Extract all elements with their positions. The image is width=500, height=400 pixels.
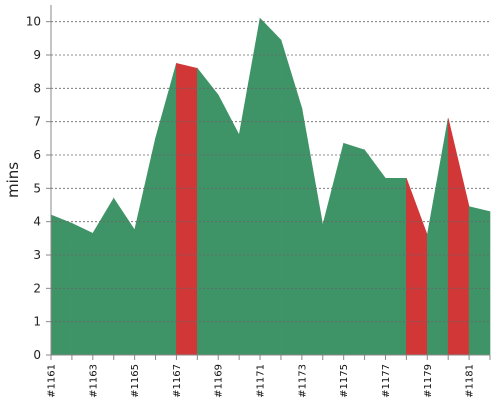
area-segment — [217, 94, 240, 356]
y-tick-label: 7 — [33, 115, 41, 129]
area-segment — [50, 214, 73, 356]
y-tick-label: 3 — [33, 248, 41, 262]
area-segment — [426, 118, 449, 356]
y-tick-label: 0 — [33, 348, 41, 362]
x-tick-label: #1165 — [130, 364, 141, 398]
area-segment — [364, 149, 386, 356]
area-segment — [280, 39, 303, 356]
x-tick-label: #1167 — [172, 364, 183, 398]
area-segment — [155, 63, 177, 356]
y-tick-label: 8 — [33, 81, 41, 95]
x-tick-label: #1179 — [423, 364, 434, 398]
area-segment — [238, 18, 261, 356]
area-segment — [301, 108, 324, 356]
x-tick-label: #1161 — [47, 364, 58, 398]
area-segment — [134, 138, 156, 356]
y-tick-label: 9 — [33, 48, 41, 62]
area-segment — [322, 143, 344, 356]
x-tick-label: #1169 — [214, 364, 225, 398]
area-segment — [468, 206, 491, 356]
area-segment — [71, 222, 94, 356]
y-tick-label: 2 — [33, 281, 41, 295]
y-tick-label: 6 — [33, 148, 41, 162]
y-tick-label: 4 — [33, 215, 41, 229]
area-segment — [259, 17, 282, 356]
area-segment — [343, 142, 365, 356]
y-axis-label: mins — [4, 162, 22, 198]
y-tick-label: 10 — [26, 15, 41, 29]
area-segment — [197, 67, 219, 356]
area-segment — [385, 178, 407, 356]
failed-area-segment — [176, 62, 198, 356]
x-tick-label: #1173 — [297, 364, 308, 398]
x-tick-label: #1177 — [381, 364, 392, 398]
x-tick-label: #1163 — [88, 364, 99, 398]
x-tick-label: #1171 — [256, 364, 267, 398]
failed-area-segment — [406, 178, 428, 356]
x-tick-label: #1175 — [339, 364, 350, 398]
x-tick-label: #1181 — [465, 364, 476, 398]
y-tick-label: 1 — [33, 315, 41, 329]
y-tick-label: 5 — [33, 181, 41, 195]
failed-area-segment — [447, 118, 470, 356]
